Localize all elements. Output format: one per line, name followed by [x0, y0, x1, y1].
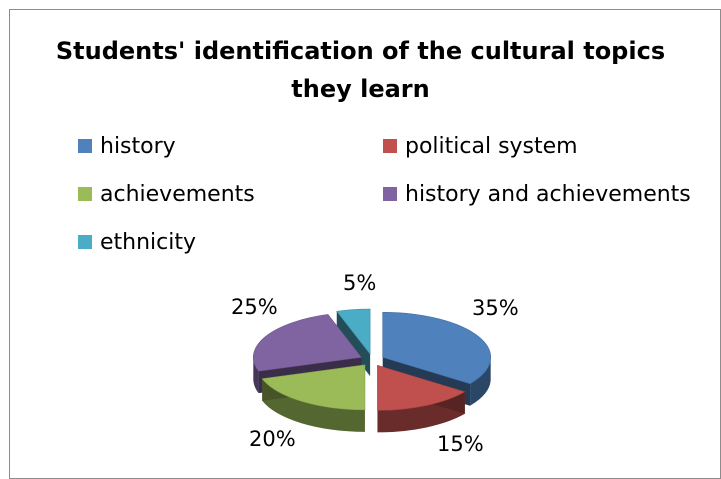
pie-wall-history-and-achievements [253, 357, 259, 394]
pie-side-ethnicity-0 [336, 311, 371, 377]
data-label-ethnicity: 5% [343, 271, 377, 295]
legend-swatch-history-and-achievements [383, 187, 397, 201]
data-label-political-system: 15% [437, 432, 484, 456]
pie-wall-achievements [262, 378, 365, 432]
legend-swatch-history [78, 139, 92, 153]
pie-slice-history [382, 311, 491, 385]
pie-slice-history-and-achievements [253, 314, 362, 372]
legend-item-achievements: achievements [78, 178, 255, 210]
legend-item-history: history [78, 130, 176, 162]
legend-label-achievements: achievements [100, 181, 255, 207]
pie-wall-history [470, 357, 491, 406]
chart-title-line-2: they learn [291, 75, 430, 103]
legend-swatch-political-system [383, 139, 397, 153]
legend-label-history: history [100, 133, 176, 159]
legend-item-ethnicity: ethnicity [78, 226, 196, 258]
chart-title-line-1: Students' identification of the cultural… [55, 37, 666, 65]
legend-item-history-and-achievements: history and achievements [383, 178, 691, 210]
data-label-history: 35% [472, 296, 519, 320]
pie-slice-achievements [261, 364, 366, 411]
legend-swatch-achievements [78, 187, 92, 201]
pie-slice-ethnicity [336, 308, 371, 355]
data-label-history-and-achievements: 25% [231, 295, 278, 319]
legend-label-history-and-achievements: history and achievements [405, 181, 691, 207]
legend-label-political-system: political system [405, 133, 578, 159]
legend-swatch-ethnicity [78, 235, 92, 249]
legend-item-political-system: political system [383, 130, 578, 162]
legend-label-ethnicity: ethnicity [100, 229, 197, 255]
data-label-achievements: 20% [249, 427, 296, 451]
pie-slice-political-system [377, 364, 466, 411]
